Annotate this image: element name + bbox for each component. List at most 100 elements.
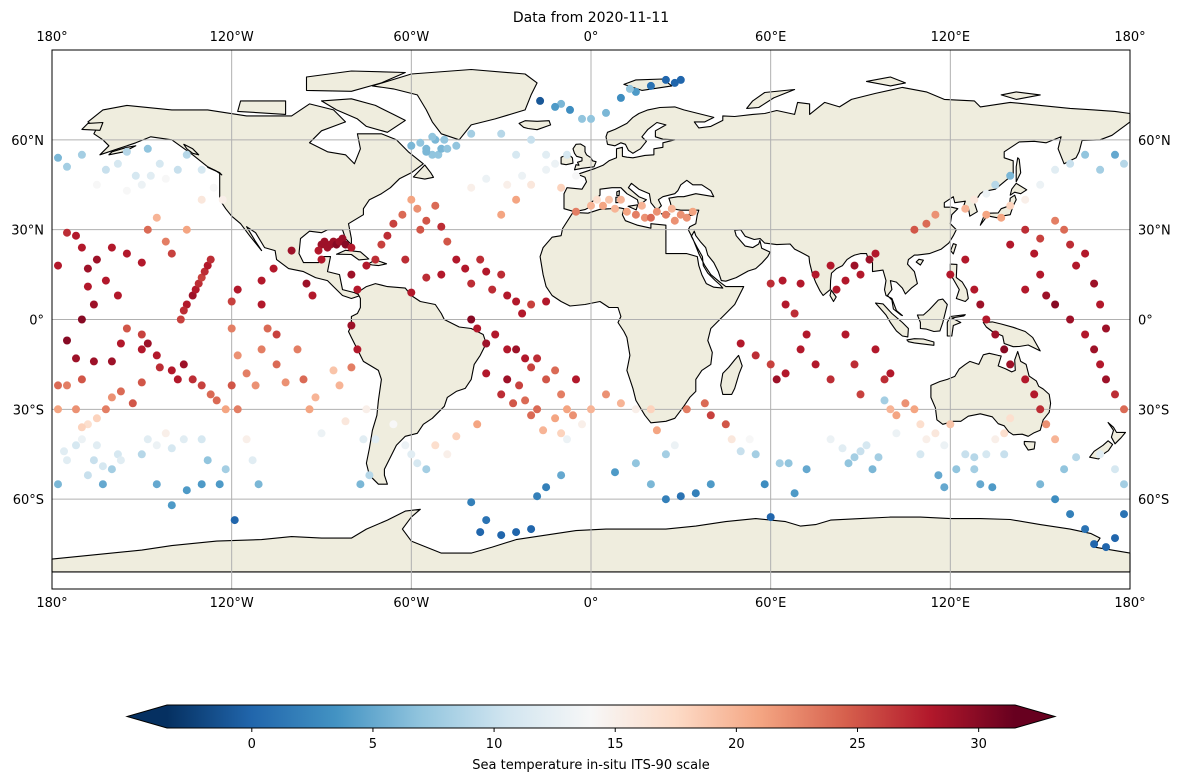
land-philippines (949, 263, 969, 303)
temperature-point (1036, 480, 1045, 489)
temperature-point (431, 441, 440, 450)
temperature-point (302, 279, 311, 288)
land-corsica (616, 190, 620, 197)
temperature-point (428, 132, 437, 141)
temperature-point (167, 501, 176, 510)
temperature-point (1042, 291, 1051, 300)
lon-tick-label-bottom: 60°W (393, 596, 429, 611)
colorbar-tick-label: 25 (849, 737, 866, 752)
temperature-point (1096, 165, 1105, 174)
temperature-point (191, 285, 200, 294)
temperature-point (101, 405, 110, 414)
temperature-point (137, 258, 146, 267)
temperature-point (1120, 159, 1128, 168)
temperature-point (407, 450, 416, 459)
temperature-point (539, 426, 548, 435)
land-australia (930, 350, 1052, 437)
temperature-point (946, 270, 955, 279)
temperature-point (77, 435, 86, 444)
temperature-point (116, 387, 125, 396)
land-aleutian-peninsula (108, 145, 137, 156)
temperature-point (197, 195, 206, 204)
temperature-point (347, 270, 356, 279)
temperature-point (868, 465, 877, 474)
temperature-point (970, 465, 979, 474)
temperature-point (143, 435, 152, 444)
land-madagascar (720, 354, 743, 395)
temperature-point (212, 396, 221, 405)
temperature-point (83, 282, 92, 291)
temperature-point (982, 450, 991, 459)
temperature-point (527, 363, 536, 372)
temperature-point (631, 459, 640, 468)
temperature-point (362, 261, 371, 270)
temperature-point (63, 228, 71, 237)
temperature-point (116, 456, 125, 465)
temperature-point (353, 285, 362, 294)
temperature-point (356, 480, 365, 489)
temperature-point (1000, 345, 1009, 354)
temperature-point (991, 330, 1000, 339)
temperature-point (503, 291, 512, 300)
temperature-point (1102, 543, 1110, 552)
temperature-point (113, 450, 122, 459)
temperature-point (54, 261, 62, 270)
temperature-point (497, 210, 506, 219)
temperature-point (841, 330, 850, 339)
temperature-point (676, 210, 685, 219)
lon-tick-label-top: 120°E (931, 30, 971, 45)
temperature-point (155, 159, 164, 168)
temperature-point (1081, 150, 1090, 159)
lon-tick-label-bottom: 0° (584, 596, 599, 611)
temperature-point (961, 255, 970, 264)
temperature-point (131, 171, 140, 180)
temperature-point (841, 276, 850, 285)
temperature-point (991, 180, 1000, 189)
temperature-point (536, 96, 545, 105)
land-hainan (915, 258, 924, 266)
temperature-point (422, 216, 431, 225)
temperature-point (850, 453, 859, 462)
temperature-point (1006, 240, 1015, 249)
colorbar-tick-label: 0 (248, 737, 256, 752)
temperature-point (970, 453, 979, 462)
temperature-point (1006, 414, 1015, 423)
temperature-point (512, 195, 521, 204)
temperature-point (640, 213, 649, 222)
temperature-point (161, 429, 170, 438)
temperature-point (347, 363, 356, 372)
temperature-point (721, 420, 730, 429)
temperature-point (527, 180, 536, 189)
lat-tick-label-left: 60°S (13, 493, 44, 508)
temperature-point (871, 249, 880, 258)
temperature-point (631, 210, 640, 219)
temperature-point (886, 369, 895, 378)
temperature-point (179, 435, 188, 444)
temperature-point (865, 255, 874, 264)
land-taiwan (950, 243, 957, 255)
temperature-point (563, 435, 571, 444)
temperature-point (155, 363, 164, 372)
temperature-point (1111, 390, 1119, 399)
temperature-point (491, 330, 500, 339)
temperature-point (482, 369, 491, 378)
temperature-point (347, 321, 356, 330)
temperature-point (952, 465, 961, 474)
temperature-point (503, 180, 512, 189)
temperature-point (1006, 171, 1015, 180)
temperature-point (661, 210, 670, 219)
temperature-point (542, 165, 551, 174)
temperature-point (646, 213, 655, 222)
temperature-point (167, 366, 176, 375)
lat-tick-label-right: 60°N (1138, 134, 1171, 149)
land-hokkaido (1009, 182, 1028, 196)
temperature-point (308, 291, 317, 300)
temperature-point (77, 375, 86, 384)
temperature-point (622, 207, 631, 216)
temperature-point (790, 489, 799, 498)
temperature-point (826, 261, 835, 270)
temperature-point (422, 465, 431, 474)
colorbar-tick-label: 15 (607, 737, 624, 752)
temperature-point (473, 324, 482, 333)
